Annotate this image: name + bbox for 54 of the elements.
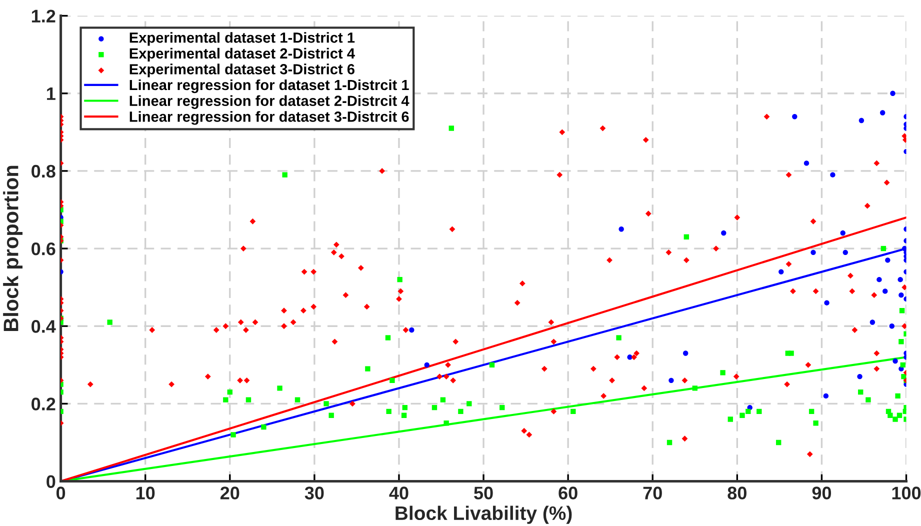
point bbox=[870, 320, 876, 325]
x-tick-label: 80 bbox=[728, 486, 746, 500]
x-tick-label: 60 bbox=[558, 486, 578, 500]
point bbox=[810, 250, 816, 256]
point bbox=[618, 226, 624, 232]
x-tick-label: 30 bbox=[304, 486, 324, 500]
point bbox=[778, 269, 784, 274]
point bbox=[885, 258, 890, 263]
x-tick-label: 90 bbox=[812, 486, 832, 500]
y-tick-label: 1 bbox=[47, 87, 56, 100]
point bbox=[880, 110, 886, 116]
x-tick-label: 100 bbox=[892, 486, 921, 500]
y-tick-label: 0.4 bbox=[32, 320, 56, 333]
legend-label: Linear regression for dataset 3-Distrcit 6 bbox=[130, 111, 409, 125]
point bbox=[902, 246, 906, 252]
point bbox=[792, 114, 798, 120]
point bbox=[668, 378, 674, 384]
x-tick-label: 20 bbox=[220, 486, 240, 500]
y-tick-label: 1.2 bbox=[32, 10, 56, 22]
point bbox=[898, 292, 904, 298]
y-axis-title: Block proportion bbox=[3, 166, 22, 332]
x-tick-label: 10 bbox=[136, 486, 155, 500]
legend-label: Experimental dataset 3-District 6 bbox=[130, 64, 354, 78]
point bbox=[804, 160, 810, 166]
point bbox=[830, 172, 836, 178]
legend-label: Linear regression for dataset 1-Distrcit 1 bbox=[130, 79, 409, 94]
point bbox=[857, 374, 862, 380]
point bbox=[721, 230, 726, 236]
legend-label: Linear regression for dataset 2-Distrcit 4 bbox=[130, 95, 410, 109]
point bbox=[682, 350, 688, 356]
point bbox=[424, 362, 430, 368]
point bbox=[409, 327, 414, 333]
x-axis-title: Block Livability (%) bbox=[396, 506, 572, 524]
point bbox=[876, 276, 882, 282]
point bbox=[882, 288, 888, 294]
x-tick-label: 70 bbox=[643, 486, 662, 500]
point bbox=[842, 250, 848, 256]
point bbox=[824, 300, 830, 306]
point bbox=[840, 230, 846, 236]
point bbox=[898, 276, 903, 282]
x-tick-label: 0 bbox=[56, 486, 66, 500]
point bbox=[892, 358, 898, 364]
point bbox=[890, 90, 896, 96]
point bbox=[823, 393, 829, 399]
x-tick-label: 40 bbox=[389, 486, 408, 500]
y-tick-label: 0.6 bbox=[32, 242, 56, 256]
legend-label: Experimental dataset 1-District 1 bbox=[130, 32, 355, 46]
legend-label: Experimental dataset 2-District 4 bbox=[130, 48, 355, 62]
y-tick-label: 0.2 bbox=[32, 398, 56, 410]
y-tick-label: 0.8 bbox=[32, 164, 56, 178]
x-tick-label: 50 bbox=[474, 486, 493, 500]
point bbox=[889, 324, 894, 329]
y-tick-label: 0 bbox=[46, 475, 56, 488]
point bbox=[858, 118, 864, 124]
